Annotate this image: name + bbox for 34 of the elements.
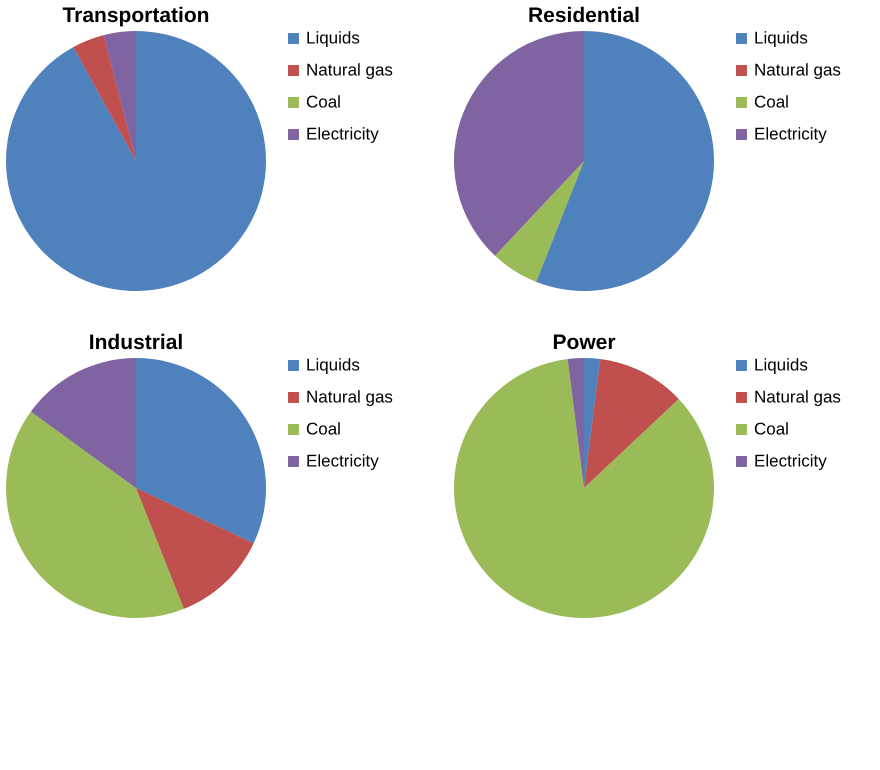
pie-slice [536,31,714,291]
legend-label: Electricity [306,452,380,470]
pie-slice [73,35,136,161]
legend-label: Liquids [754,356,808,374]
pie-slice [136,488,254,609]
pie-slice [495,161,584,282]
pie-slice [568,358,584,488]
chart-title: Transportation [62,4,210,27]
pie-slice [454,31,584,256]
legend-label: Coal [754,420,789,438]
legend-label: Coal [306,92,341,112]
pie-slice [584,359,679,488]
pie-slice [104,31,136,161]
legend-label: Electricity [306,124,380,144]
pie-slice [6,412,184,618]
legend-label: Natural gas [306,388,393,406]
legend-label: Natural gas [306,60,393,80]
pie-slice [454,359,714,618]
chart-title: Residential [528,4,640,27]
pie-slice [6,31,266,291]
legend-label: Natural gas [754,388,841,406]
legend-label: Electricity [754,124,828,144]
chart-title: Power [552,331,616,354]
pie-slice [584,358,600,488]
legend-label: Natural gas [754,60,841,80]
chart-title: Industrial [88,331,184,354]
legend-label: Electricity [754,452,828,470]
pie-slice [30,358,136,488]
pie-slice [136,358,266,544]
legend-label: Coal [306,420,341,438]
legend-label: Liquids [754,28,808,48]
legend-label: Liquids [306,28,360,48]
legend-label: Liquids [306,356,360,374]
legend-label: Coal [754,92,789,112]
